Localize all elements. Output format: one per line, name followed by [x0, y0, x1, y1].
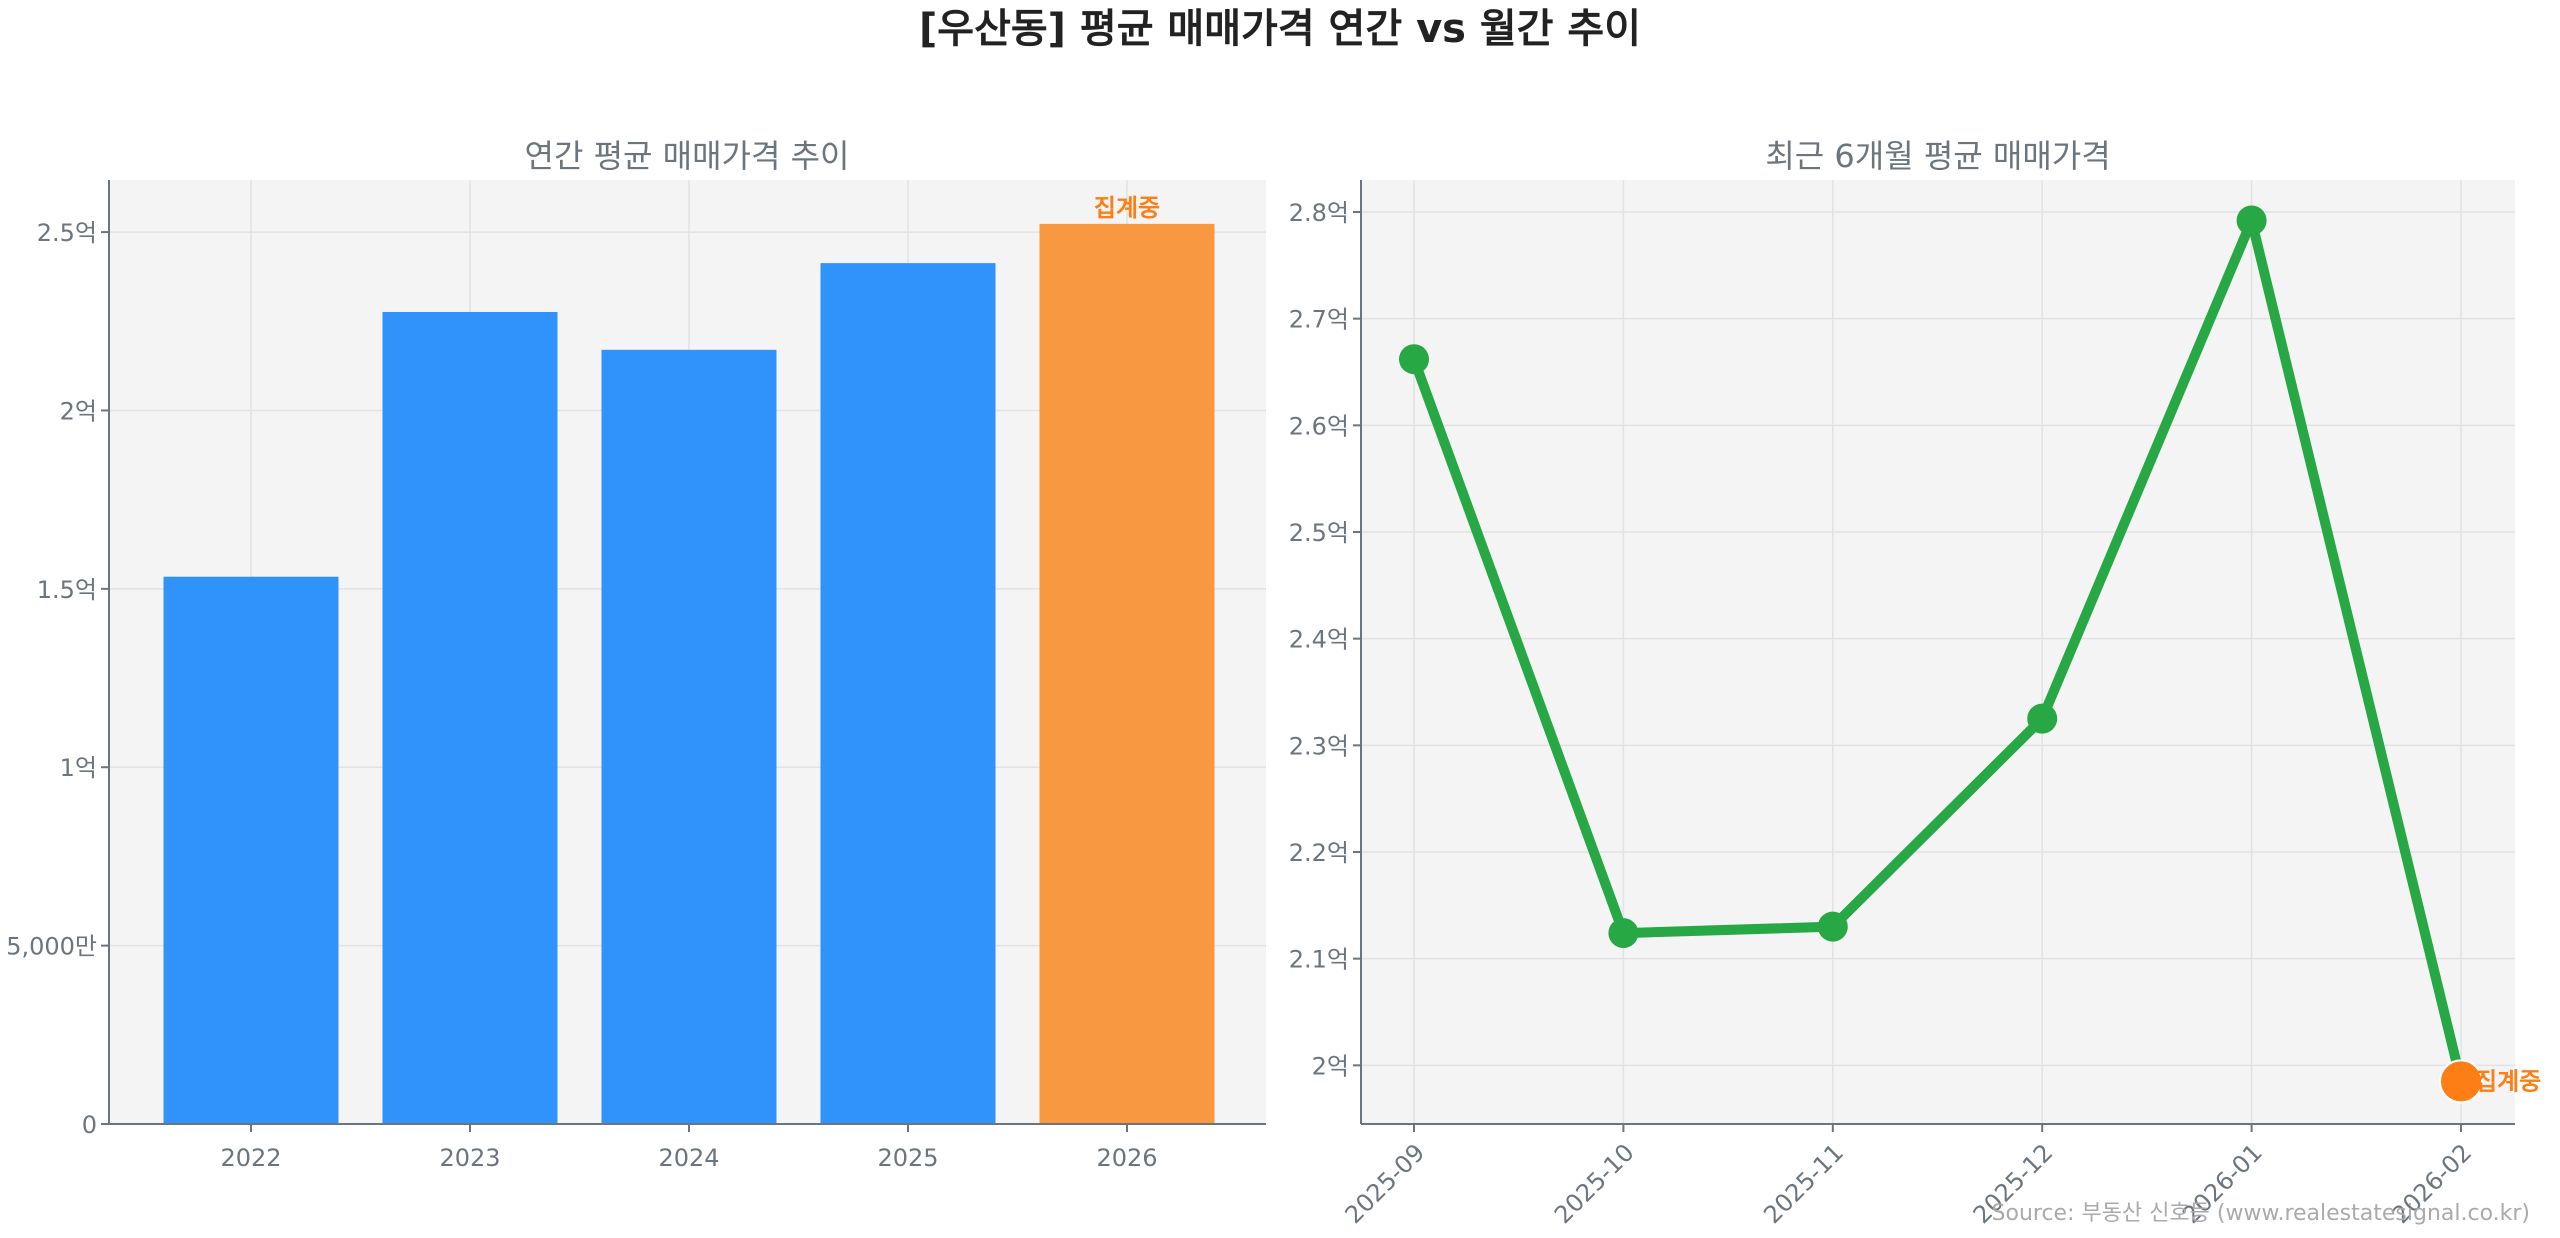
data-point-2025-09: [1399, 344, 1429, 375]
data-point-2026-02: [2439, 1059, 2483, 1104]
bar-2025: [820, 263, 996, 1124]
y-tick-label: 2.4억: [1289, 626, 1349, 654]
y-tick-label: 2.6억: [1289, 412, 1349, 440]
annual-bar-chart: 0 5,000만 1억 1.5억 2억 2.5억 2022 2023 2024 2025 2026 집…: [6, 180, 1266, 1172]
plot-area: [1361, 180, 2515, 1124]
data-point-2026-01: [2236, 205, 2267, 236]
y-tick-label: 2.3억: [1289, 732, 1349, 760]
y-tick-label: 1.5억: [37, 576, 97, 604]
data-point-2025-10: [1608, 918, 1639, 949]
x-tick-label: 2026: [1096, 1144, 1157, 1172]
y-tick-label: 5,000만: [6, 933, 97, 961]
bar-2023: [382, 312, 558, 1124]
y-tick-label: 2.2억: [1289, 839, 1349, 867]
y-tick-label: 2.5억: [37, 219, 97, 247]
source-note: Source: 부동산 신호등 (www.realestatesignal.co…: [1992, 1201, 2530, 1226]
bar-2024: [601, 349, 777, 1125]
bar-2026: [1039, 223, 1215, 1124]
y-tick-label: 1억: [60, 754, 97, 782]
x-tick-label: 2023: [439, 1144, 500, 1172]
data-point-2025-11: [1817, 911, 1848, 942]
x-tick-label: 2022: [220, 1144, 281, 1172]
pending-label: 집계중: [1094, 194, 1160, 222]
x-tick-label: 2025-09: [1340, 1138, 1431, 1229]
y-tick-label: 2억: [1312, 1052, 1349, 1080]
y-tick-label: 0: [82, 1111, 97, 1139]
pending-label: 집계중: [2475, 1067, 2541, 1095]
y-tick-label: 2.1억: [1289, 946, 1349, 974]
y-tick-label: 2억: [60, 397, 97, 425]
data-point-2025-12: [2027, 703, 2058, 734]
x-tick-label: 2025-10: [1549, 1138, 1640, 1229]
series-line: [1409, 215, 2466, 1083]
y-tick-label: 2.8억: [1289, 199, 1349, 227]
figure-title: [우산동] 평균 매매가격 연간 vs 월간 추이: [919, 6, 1641, 52]
x-tick-label: 2025-11: [1758, 1138, 1849, 1229]
y-tick-label: 2.7억: [1289, 306, 1349, 334]
x-tick-label: 2025: [877, 1144, 938, 1172]
y-tick-label: 2.5억: [1289, 519, 1349, 547]
right-chart-title: 최근 6개월 평균 매매가격: [1765, 137, 2110, 175]
monthly-line-chart: 2억 2.1억 2.2억 2.3억 2.4억 2.5억 2.6억 2.7억 2.8억 2025-0…: [1289, 180, 2541, 1229]
bar-2022: [163, 576, 339, 1124]
x-tick-label: 2024: [658, 1144, 719, 1172]
left-chart-title: 연간 평균 매매가격 추이: [525, 137, 850, 175]
